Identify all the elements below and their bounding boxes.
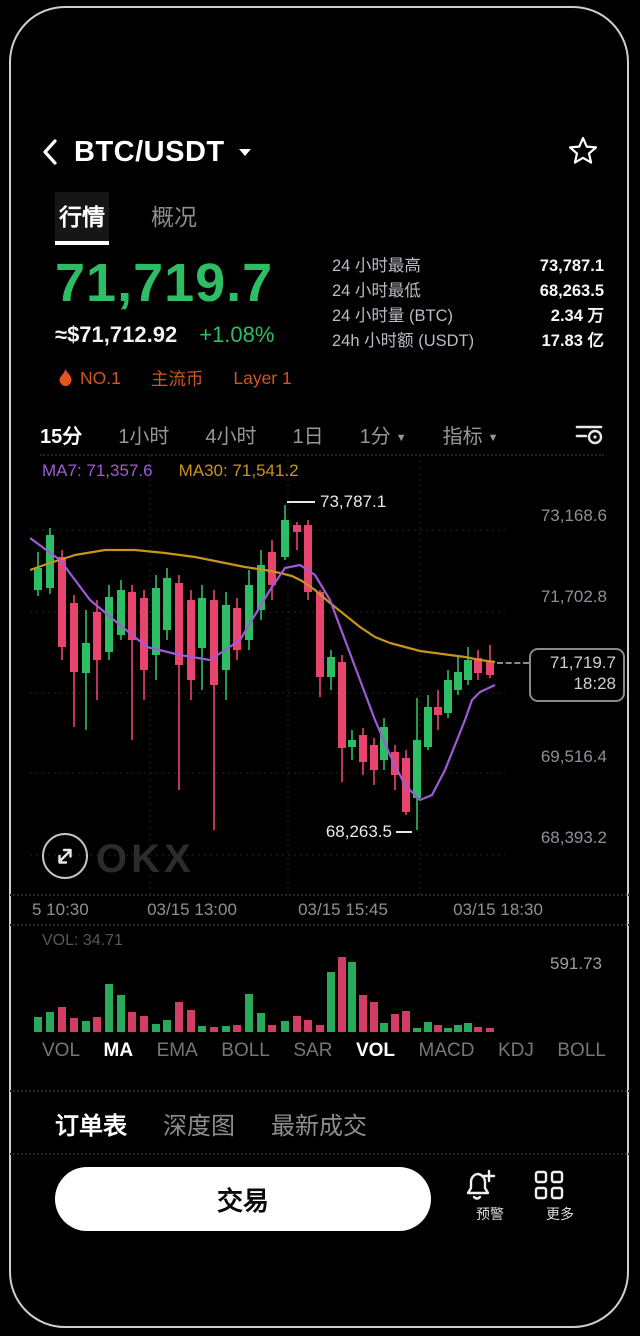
timeframe-1h[interactable]: 1小时 [118, 425, 170, 448]
low-annotation: 68,263.5 [325, 822, 392, 841]
indicator-boll[interactable]: BOLL [221, 1040, 270, 1061]
more-label: 更多 [546, 1206, 574, 1222]
divider [10, 1153, 630, 1155]
y-axis-label: 69,516.4 [540, 747, 607, 766]
alert-button[interactable]: 预警 [462, 1168, 518, 1224]
indicator-vol[interactable]: VOL [42, 1040, 81, 1061]
y-axis-label: 73,168.6 [540, 506, 607, 525]
okx-watermark: OKX [96, 837, 195, 881]
chevron-down-icon: ▼ [395, 431, 407, 444]
chart-settings-button[interactable] [574, 421, 604, 447]
indicator-dropdown[interactable]: 指标 ▼ [442, 425, 499, 448]
fullscreen-button[interactable] [42, 833, 88, 879]
change-percent: +1.08% [199, 322, 275, 347]
favorite-button[interactable] [566, 135, 600, 169]
stat-value: 68,263.5 [539, 282, 604, 300]
y-axis-label: 71,702.8 [540, 587, 607, 606]
token-badges: NO.1 主流币 Layer 1 [58, 366, 292, 391]
x-axis-label: 03/15 13:00 [147, 900, 237, 919]
divider [10, 1090, 630, 1092]
layer-badge[interactable]: Layer 1 [233, 368, 292, 388]
market-tabs: 订单表 深度图 最新成交 [55, 1106, 367, 1141]
candlestick-chart[interactable]: MA7: 71,357.6 MA30: 71,541.2 73,168.6 71… [30, 455, 625, 898]
bell-plus-icon [466, 1169, 496, 1200]
indicator-vol2[interactable]: VOL [355, 1040, 396, 1061]
indicator-ma[interactable]: MA [103, 1040, 134, 1061]
stat-label: 24 小时量 (BTC) [332, 307, 454, 325]
chart-settings-icon [575, 425, 603, 445]
indicator-bar: VOL MA EMA BOLL SAR VOL MACD KDJ BOLL [42, 1040, 606, 1062]
grid-icon [534, 1170, 564, 1200]
timeframe-4h[interactable]: 4小时 [205, 425, 257, 448]
back-button[interactable] [40, 135, 70, 169]
timeframe-1d[interactable]: 1日 [292, 425, 324, 448]
stat-value: 73,787.1 [539, 257, 604, 275]
x-axis-label: 03/15 15:45 [298, 900, 388, 919]
y-axis-label: 68,393.2 [540, 828, 607, 847]
volume-bars [34, 957, 494, 1032]
alert-label: 预警 [476, 1206, 504, 1222]
last-price: 71,719.7 [55, 253, 274, 313]
stats-panel: 24 小时最高 73,787.1 24 小时最低 68,263.5 24 小时量 (… [332, 254, 604, 354]
ma7-value: MA7: 71,357.6 [42, 461, 153, 480]
stat-label: 24 小时最高 [332, 257, 421, 275]
header: BTC/USDT [40, 130, 600, 174]
tab-depth[interactable]: 深度图 [163, 1113, 235, 1140]
tag-time: 18:28 [573, 674, 616, 693]
chevron-down-icon [238, 149, 251, 156]
stat-row: 24 小时最低 68,263.5 [332, 279, 604, 304]
category-badge[interactable]: 主流币 [150, 369, 204, 389]
timeframe-more-dropdown[interactable]: 1分 ▼ [359, 425, 407, 448]
ma-legend: MA7: 71,357.6 MA30: 71,541.2 [42, 461, 299, 481]
page-tabs: 行情 概况 [55, 192, 201, 245]
volume-axis-max: 591.73 [550, 954, 602, 973]
stat-value: 17.83 亿 [541, 332, 604, 350]
more-button[interactable]: 更多 [532, 1168, 588, 1224]
stat-row: 24 小时量 (BTC) 2.34 万 [332, 304, 604, 329]
price-subrow: ≈$71,712.92 +1.08% [55, 322, 274, 348]
rank-badge[interactable]: NO.1 [58, 368, 121, 389]
pair-dropdown-caret[interactable] [237, 146, 253, 158]
tag-price: 71,719.7 [549, 653, 616, 672]
candles-plot [30, 455, 505, 895]
chevron-left-icon [43, 139, 57, 165]
ma30-value: MA30: 71,541.2 [178, 461, 299, 480]
trade-button[interactable]: 交易 [55, 1167, 431, 1231]
tab-orderbook[interactable]: 订单表 [55, 1113, 127, 1140]
stat-label: 24 小时最低 [332, 282, 421, 300]
x-axis-label: 03/15 18:30 [453, 900, 543, 919]
timeframe-bar: 15分 1小时 4小时 1日 1分 ▼ 指标 ▼ [40, 414, 604, 456]
volume-pane[interactable]: VOL: 34.71 591.73 [30, 924, 610, 1034]
tab-overview[interactable]: 概况 [151, 204, 197, 230]
tab-quotes[interactable]: 行情 [55, 192, 109, 245]
tab-latest-trades[interactable]: 最新成交 [271, 1113, 367, 1140]
high-annotation: 73,787.1 [320, 492, 387, 511]
last-price-tag: 71,719.7 18:28 [529, 648, 625, 702]
phone-frame [9, 6, 629, 1328]
x-axis-label: 5 10:30 [32, 900, 89, 919]
x-axis: 5 10:30 03/15 13:00 03/15 15:45 03/15 18… [10, 894, 630, 926]
low-pointer-line [396, 831, 412, 833]
indicator-ema[interactable]: EMA [156, 1040, 198, 1061]
indicator-sar[interactable]: SAR [293, 1040, 333, 1061]
last-price-dash [497, 662, 529, 664]
timeframe-15m[interactable]: 15分 [40, 425, 83, 448]
pair-title[interactable]: BTC/USDT [74, 135, 225, 168]
stat-row: 24h 小时额 (USDT) 17.83 亿 [332, 329, 604, 354]
expand-icon [58, 848, 72, 864]
star-icon [568, 136, 598, 164]
flame-icon [59, 369, 72, 386]
stat-label: 24h 小时额 (USDT) [332, 332, 475, 350]
stat-value: 2.34 万 [550, 307, 604, 325]
high-pointer-line [287, 501, 315, 503]
chevron-down-icon: ▼ [487, 431, 499, 444]
fiat-price: ≈$71,712.92 [55, 322, 178, 347]
stat-row: 24 小时最高 73,787.1 [332, 254, 604, 279]
indicator-boll2[interactable]: BOLL [557, 1040, 606, 1061]
volume-value: VOL: 34.71 [42, 932, 123, 949]
indicator-kdj[interactable]: KDJ [497, 1040, 534, 1061]
indicator-macd[interactable]: MACD [418, 1040, 475, 1061]
